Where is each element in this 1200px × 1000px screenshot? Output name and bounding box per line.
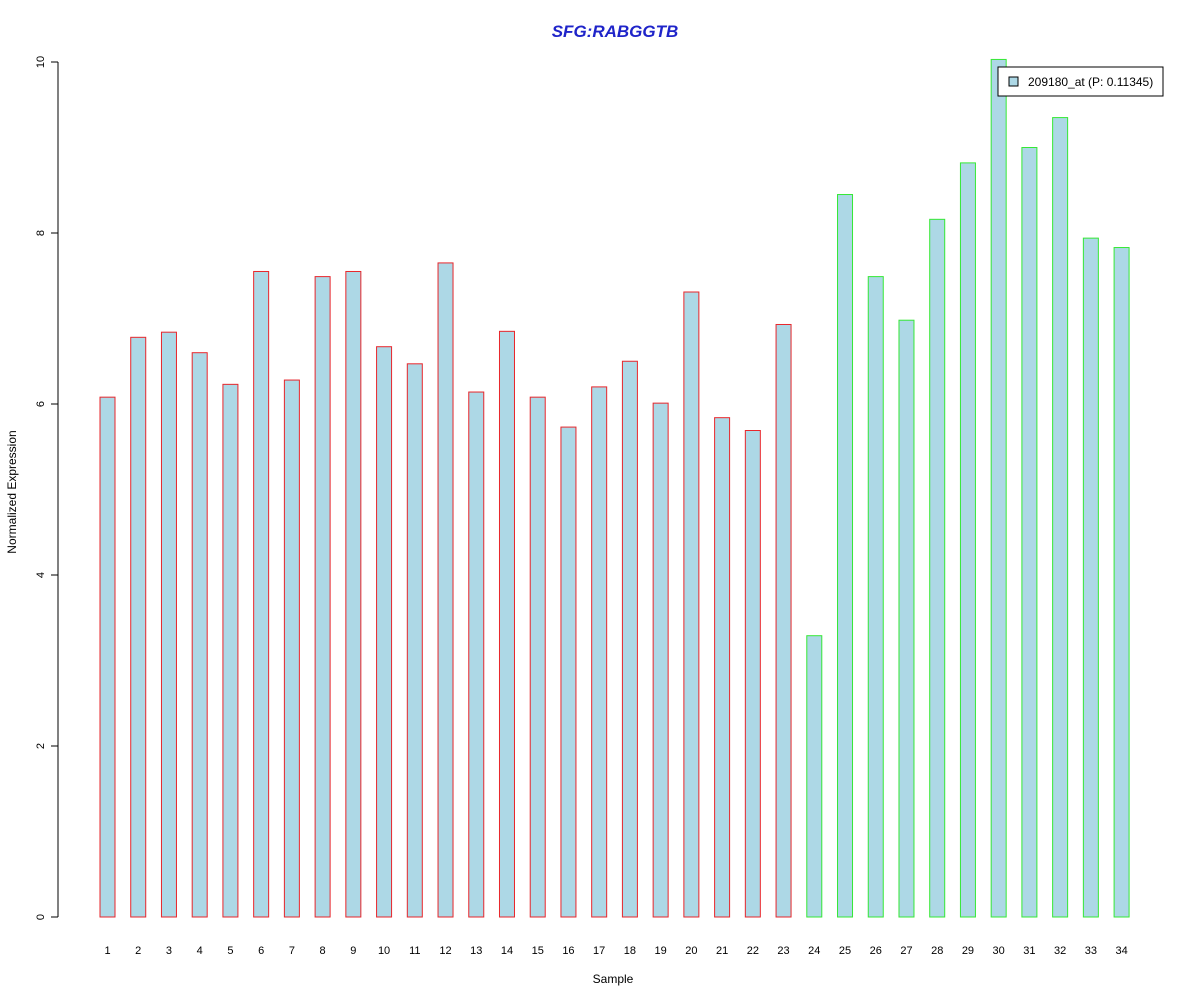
bar-sample-32 (1052, 117, 1069, 918)
bar-sample-18 (621, 360, 638, 918)
x-tick-label: 16 (562, 945, 574, 957)
x-tick-label: 17 (593, 945, 605, 957)
bar-sample-4 (191, 352, 208, 918)
x-tick-label: 31 (1023, 945, 1035, 957)
bar-sample-25 (837, 194, 854, 918)
x-tick-label: 6 (258, 945, 264, 957)
x-tick-label: 13 (470, 945, 482, 957)
x-tick-label: 11 (409, 945, 420, 957)
x-tick-label: 25 (839, 945, 851, 957)
bar-sample-26 (867, 276, 884, 918)
x-tick-label: 34 (1115, 945, 1127, 957)
bar-sample-7 (283, 379, 300, 918)
bar-sample-21 (714, 417, 731, 918)
bar-sample-22 (744, 430, 761, 918)
x-tick-label: 18 (624, 945, 636, 957)
x-tick-label: 28 (931, 945, 943, 957)
legend: 209180_at (P: 0.11345) (997, 66, 1164, 97)
bar-sample-23 (775, 323, 792, 918)
bar-sample-5 (222, 383, 239, 918)
bar-sample-30 (990, 58, 1007, 918)
x-tick-labels: 1 2 3 4 5 6 7 8 9 10 11 12 13 14 15 16 17 18 19 20 21 22 23 24 2… (104, 945, 1127, 957)
y-tick-label: 2 (35, 743, 47, 749)
x-tick-label: 5 (227, 945, 233, 957)
bar-sample-34 (1113, 247, 1130, 918)
bar-sample-1 (99, 396, 116, 918)
bar-sample-13 (468, 391, 485, 918)
bar-sample-10 (376, 346, 393, 918)
bar-sample-6 (253, 270, 270, 918)
bar-sample-12 (437, 262, 454, 918)
bar-sample-15 (529, 396, 546, 918)
y-tick-label: 4 (35, 572, 47, 578)
bar-sample-8 (314, 276, 331, 918)
bars (99, 58, 1130, 918)
x-tick-label: 26 (870, 945, 882, 957)
x-tick-label: 15 (532, 945, 544, 957)
x-tick-label: 30 (993, 945, 1005, 957)
y-axis: 0 2 4 6 8 10 (35, 56, 59, 920)
y-tick-label: 0 (35, 914, 47, 920)
x-tick-label: 20 (685, 945, 697, 957)
x-tick-label: 3 (166, 945, 172, 957)
y-tick-label: 6 (35, 401, 47, 407)
bar-sample-3 (160, 331, 177, 918)
x-tick-label: 12 (439, 945, 451, 957)
x-axis-label: Sample (593, 972, 634, 986)
bar-sample-20 (683, 291, 700, 918)
x-tick-label: 23 (777, 945, 789, 957)
x-tick-label: 14 (501, 945, 513, 957)
bar-sample-19 (652, 402, 669, 918)
bar-sample-11 (406, 363, 423, 918)
legend-box (997, 66, 1164, 97)
x-tick-label: 1 (104, 945, 110, 957)
y-tick-label: 8 (35, 230, 47, 236)
x-tick-label: 33 (1085, 945, 1097, 957)
bar-sample-24 (806, 635, 823, 918)
bar-sample-29 (959, 162, 976, 918)
y-ticks: 0 2 4 6 8 10 (35, 56, 58, 920)
legend-label: 209180_at (P: 0.11345) (1028, 75, 1153, 89)
bar-sample-17 (591, 386, 608, 918)
x-tick-label: 32 (1054, 945, 1066, 957)
x-tick-label: 4 (197, 945, 203, 957)
bar-sample-2 (130, 336, 147, 918)
bar-sample-28 (929, 218, 946, 918)
y-axis-label: Normalized Expression (5, 430, 19, 553)
x-tick-label: 9 (350, 945, 356, 957)
y-tick-label: 10 (35, 56, 47, 68)
bar-sample-16 (560, 426, 577, 918)
chart-title: SFG:RABGGTB (552, 22, 679, 41)
bar-sample-9 (345, 270, 362, 918)
x-tick-label: 7 (289, 945, 295, 957)
x-tick-label: 10 (378, 945, 390, 957)
bar-sample-14 (498, 330, 515, 918)
x-tick-label: 2 (135, 945, 141, 957)
bar-sample-31 (1021, 147, 1038, 918)
x-tick-label: 21 (716, 945, 728, 957)
x-tick-label: 22 (747, 945, 759, 957)
x-tick-label: 27 (900, 945, 912, 957)
x-tick-label: 29 (962, 945, 974, 957)
x-tick-label: 8 (320, 945, 326, 957)
x-tick-label: 19 (655, 945, 667, 957)
bar-sample-27 (898, 319, 915, 918)
bar-sample-33 (1082, 237, 1099, 918)
legend-swatch (1008, 76, 1019, 87)
x-tick-label: 24 (808, 945, 820, 957)
